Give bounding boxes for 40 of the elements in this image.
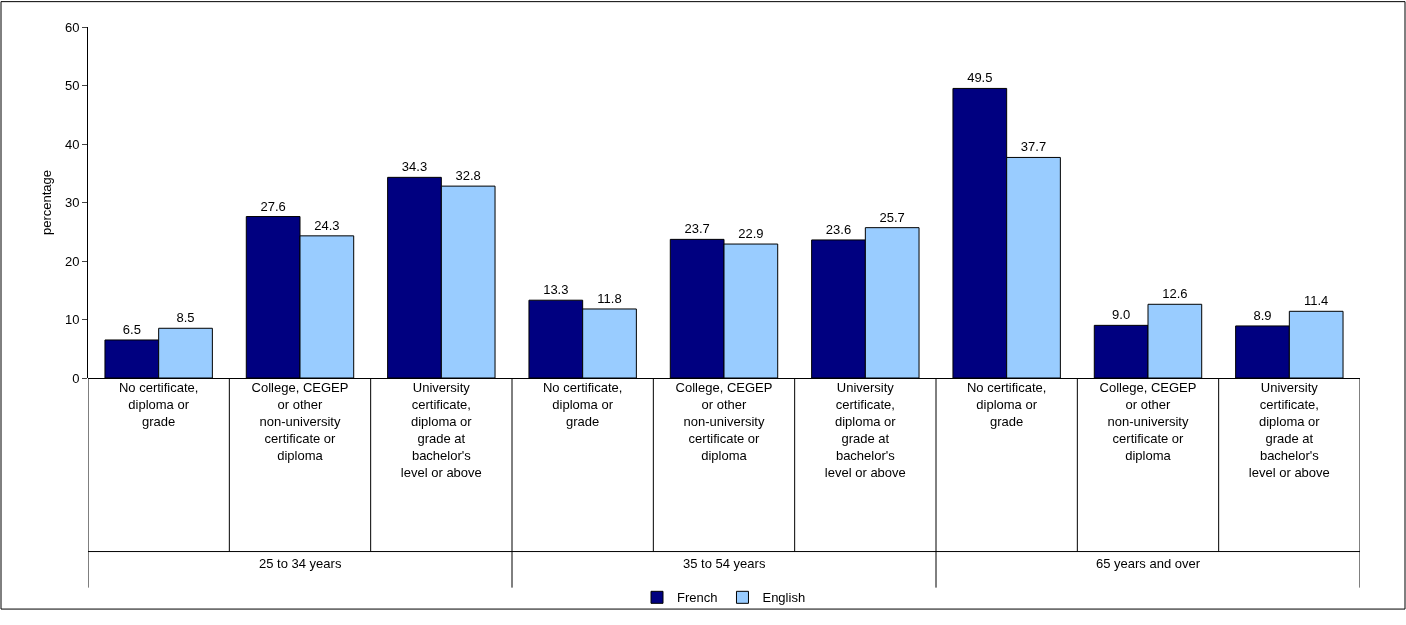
text: 35 to 54 years (683, 556, 766, 571)
data-label: 24.3 (314, 217, 340, 233)
legend-label: English (762, 590, 806, 606)
y-tick-label: 20 (64, 253, 80, 269)
x-tick-label: No certificate, diploma or grade (966, 380, 1047, 429)
data-label: 34.3 (401, 159, 428, 175)
data-label: 22.9 (738, 226, 764, 242)
data-label: 6.5 (122, 321, 141, 337)
data-label: 8.9 (1253, 307, 1272, 323)
x-tick-label: University certificate, diploma or grade at bachelor's level or above (824, 380, 906, 480)
y-tick-label: 0 (72, 370, 80, 386)
y-tick-label: 40 (64, 136, 80, 152)
x-tick-label: College, CEGEP or other non-university certificate or diploma (1099, 380, 1197, 463)
y-tick-label: 10 (64, 312, 80, 328)
data-label: 8.5 (176, 310, 195, 326)
y-tick-label: 50 (64, 78, 80, 94)
text: 25 to 34 years (259, 556, 342, 571)
data-label: 37.7 (1020, 139, 1047, 155)
x-tick-label: No certificate, diploma or grade (118, 380, 199, 429)
data-label: 25.7 (879, 209, 905, 225)
data-label: 32.8 (455, 168, 481, 184)
x-tick-label: College, CEGEP or other non-university certificate or diploma (251, 380, 349, 463)
y-tick-label: 60 (64, 19, 80, 35)
data-label: 12.6 (1162, 286, 1188, 302)
x-tick-label: College, CEGEP or other non-university certificate or diploma (675, 380, 773, 463)
data-label: 49.5 (967, 70, 993, 86)
text: 65 years and over (1096, 556, 1201, 571)
data-label: 23.7 (684, 221, 710, 237)
data-label: 27.6 (260, 198, 286, 214)
y-tick-label: 30 (64, 195, 80, 211)
data-label: 11.4 (1304, 293, 1329, 309)
x-tick-label: University certificate, diploma or grade at bachelor's level or above (1248, 380, 1330, 480)
data-label: 23.6 (825, 221, 852, 237)
x-tick-label: University certificate, diploma or grade at bachelor's level or above (400, 380, 482, 480)
data-label: 13.3 (543, 282, 569, 298)
legend-label: French (677, 590, 718, 606)
data-label: 9.0 (1112, 307, 1131, 323)
y-axis-title: percentage (38, 169, 54, 236)
x-tick-label: No certificate, diploma or grade (542, 380, 623, 429)
data-label: 11.8 (597, 290, 622, 306)
